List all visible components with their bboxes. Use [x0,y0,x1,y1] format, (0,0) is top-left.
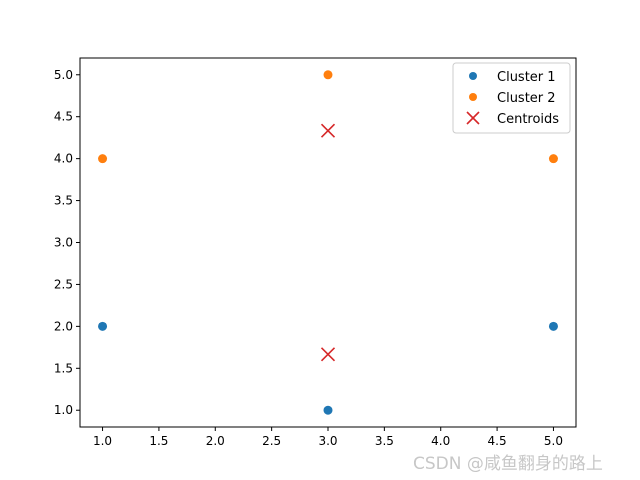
cluster-1-point [323,405,333,415]
y-tick-label: 1.5 [54,361,73,375]
legend-marker [469,93,477,101]
x-tick-label: 4.5 [488,434,507,448]
cluster-2-point [323,70,333,80]
legend-marker [469,72,477,80]
chart-marks [98,70,558,415]
legend-label: Cluster 1 [497,70,556,85]
legend-label: Centroids [497,112,559,127]
y-tick-label: 3.0 [54,236,73,250]
y-tick-label: 2.0 [54,319,73,333]
cluster-2-point [548,154,558,164]
x-tick-label: 1.5 [149,434,168,448]
centroid-marker [320,347,336,362]
legend-box [452,62,571,134]
x-tick-label: 3.5 [375,434,394,448]
watermark: CSDN @咸鱼翻身的路上 [413,454,603,474]
x-axis: 1.0 1.5 2.0 2.5 3.0 3.5 4.0 4.5 5.0 [93,427,563,448]
y-tick-label: 4.5 [54,110,73,124]
legend: Cluster 1 Cluster 2 Centroids [452,62,571,134]
cluster-1-point [98,321,108,331]
cluster-2-point [98,154,108,164]
centroid-marker [320,123,336,138]
y-tick-label: 4.0 [54,152,73,166]
y-tick-label: 2.5 [54,277,73,291]
legend-marker [466,111,480,125]
x-tick-label: 2.0 [206,434,225,448]
cluster-1-point [548,321,558,331]
y-tick-label: 1.0 [54,403,73,417]
y-tick-label: 5.0 [54,68,73,82]
x-tick-label: 1.0 [93,434,112,448]
x-tick-label: 2.5 [262,434,281,448]
x-tick-label: 3.0 [318,434,337,448]
legend-label: Cluster 2 [497,91,556,106]
x-tick-label: 4.0 [431,434,450,448]
x-tick-label: 5.0 [544,434,563,448]
y-tick-label: 3.5 [54,194,73,208]
y-axis: 1.0 1.5 2.0 2.5 3.0 3.5 4.0 4.5 5.0 [54,68,80,417]
